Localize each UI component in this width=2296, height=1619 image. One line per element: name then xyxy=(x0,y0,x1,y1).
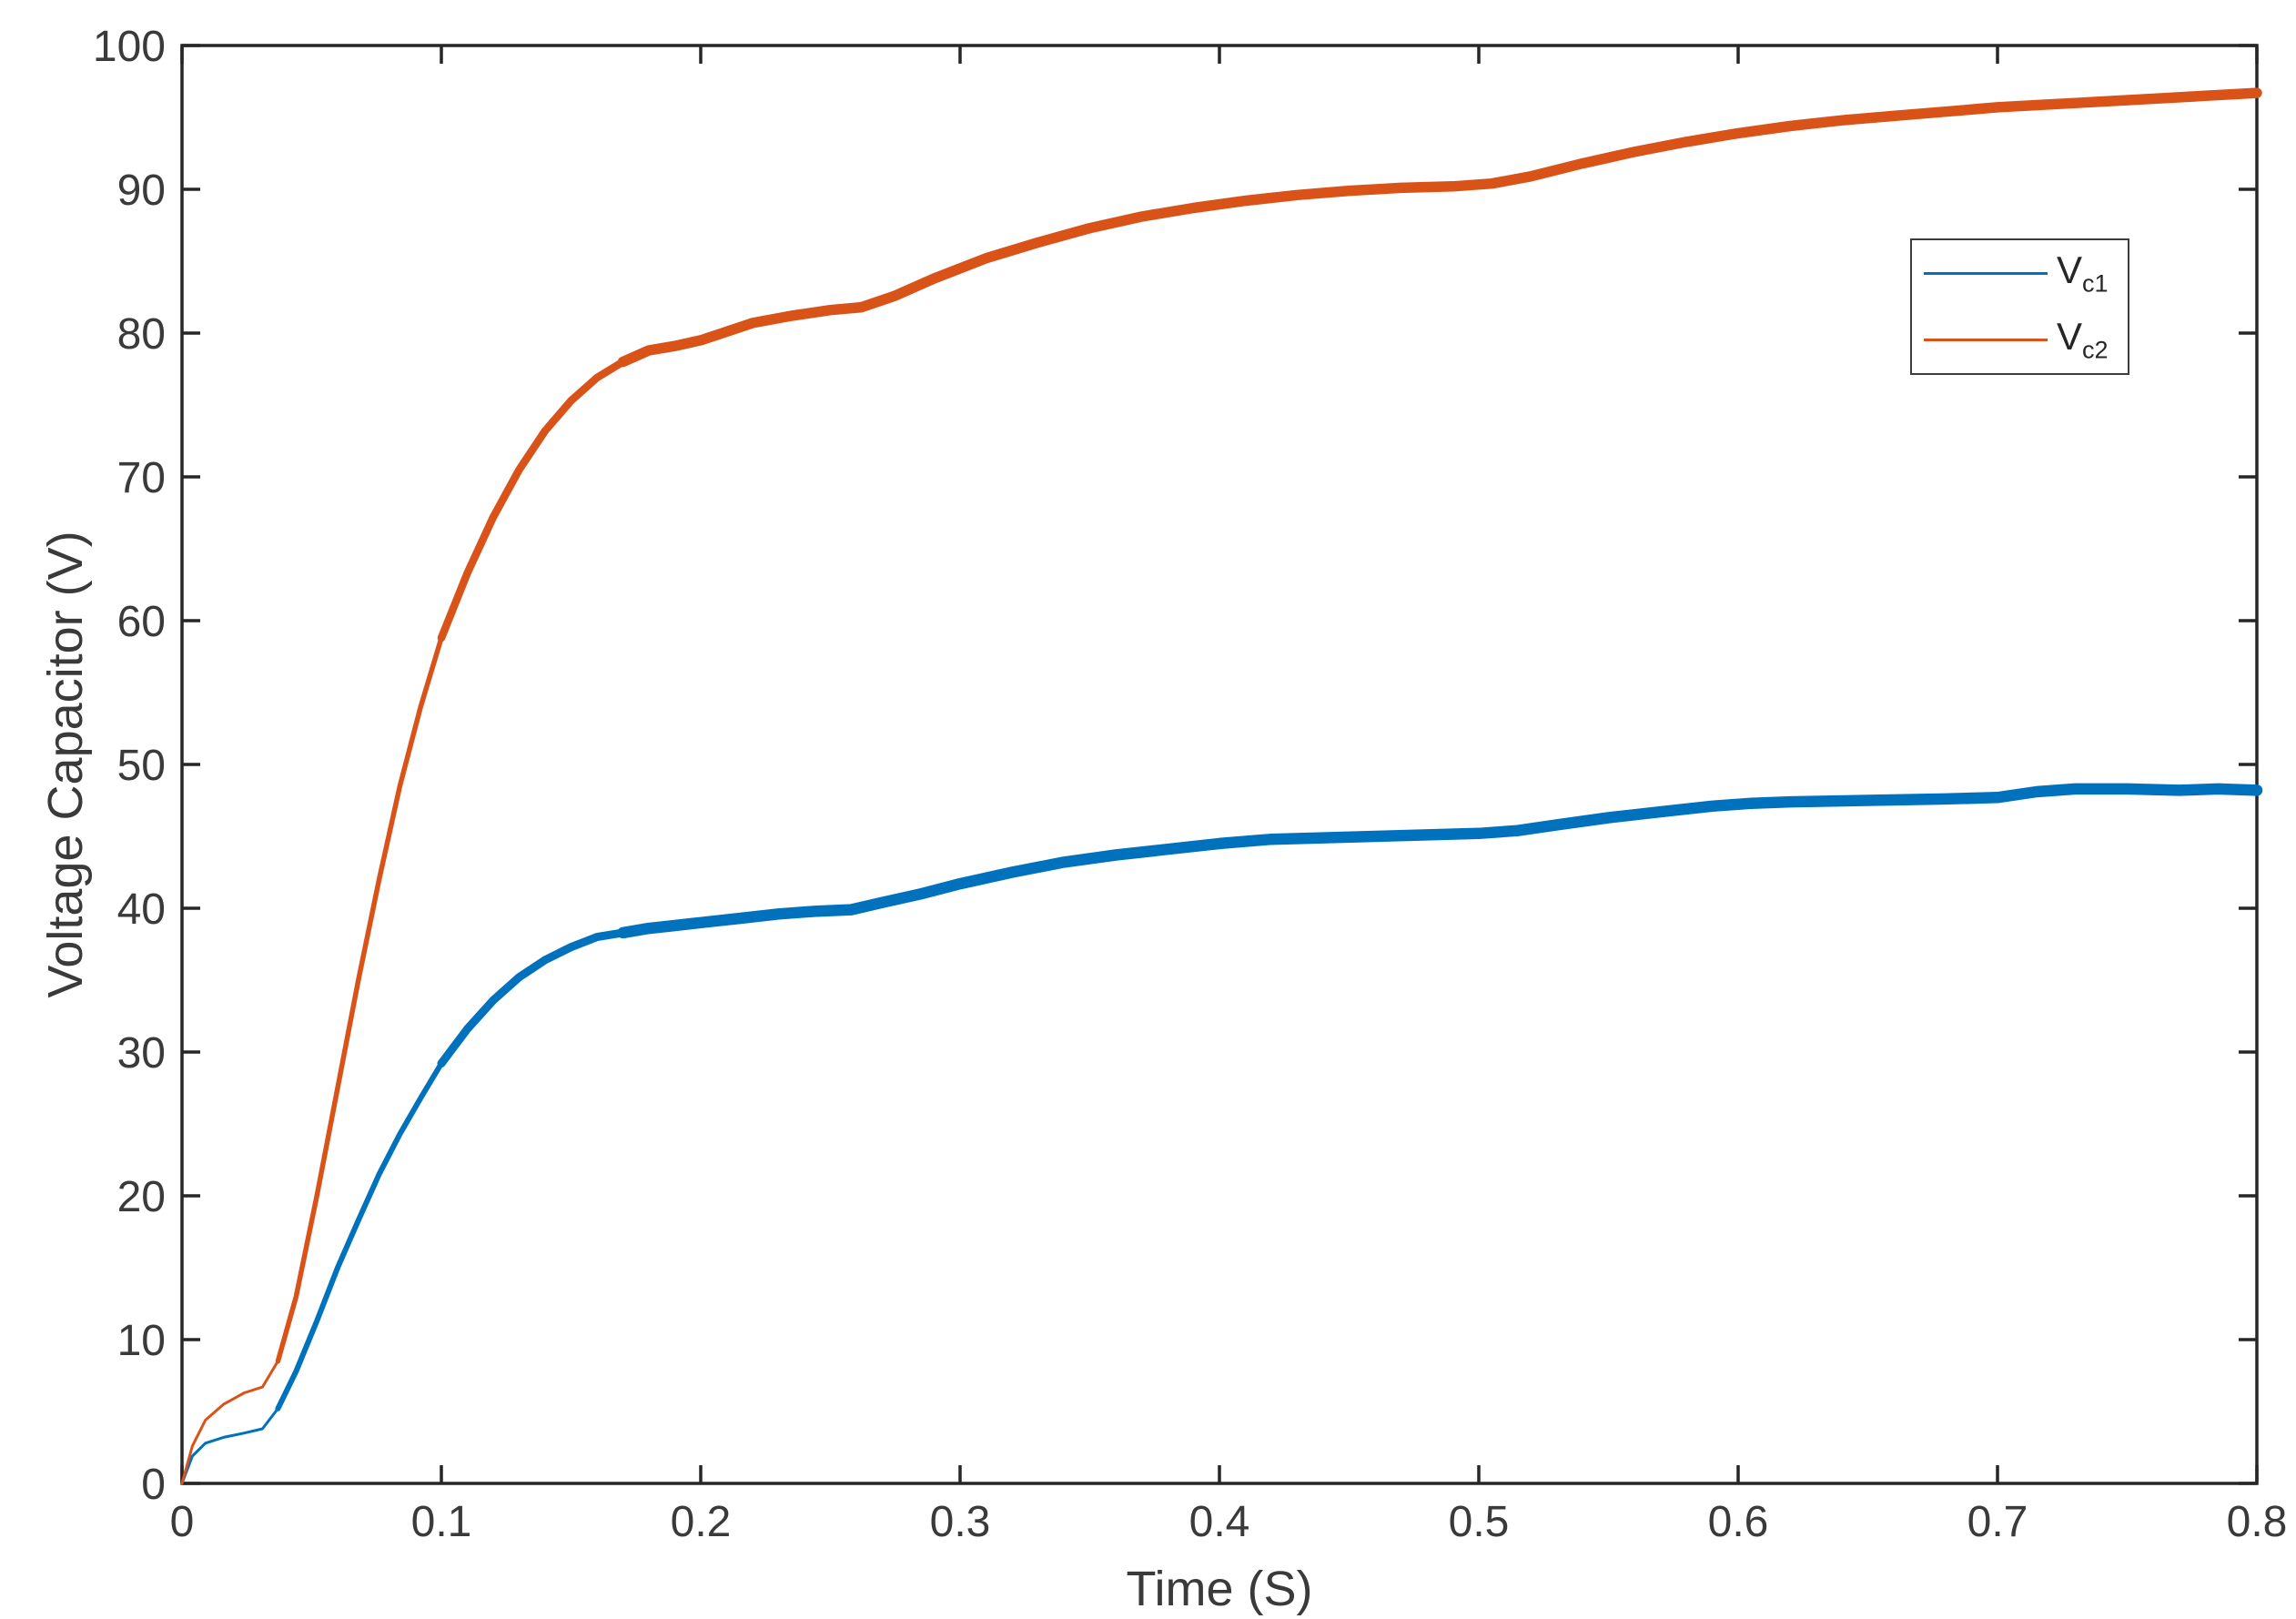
legend-item-vc1: Vc1 xyxy=(1912,240,2128,307)
series-vc1-path xyxy=(275,1060,444,1412)
series-vc2-path xyxy=(275,635,444,1364)
y-axis-label: Voltage Capacitor (V) xyxy=(38,531,93,998)
series-vc1-path xyxy=(617,783,2263,939)
series-vc1-path xyxy=(437,928,627,1068)
y-tick-label: 40 xyxy=(117,885,166,934)
y-tick-label: 30 xyxy=(117,1029,166,1078)
legend-line-vc2 xyxy=(1924,339,2048,341)
x-tick-label: 0.1 xyxy=(411,1498,472,1546)
y-tick-label: 90 xyxy=(117,167,166,215)
x-tick-label: 0.6 xyxy=(1708,1498,1769,1546)
series-vc2-path xyxy=(437,358,627,643)
y-tick-label: 80 xyxy=(117,310,166,359)
x-tick-label: 0.2 xyxy=(671,1498,732,1546)
x-tick-label: 0 xyxy=(170,1498,195,1546)
x-tick-label: 0.4 xyxy=(1189,1498,1250,1546)
y-tick-label: 50 xyxy=(117,742,166,790)
y-tick-label: 70 xyxy=(117,454,166,502)
series-vc2-path xyxy=(617,87,2262,368)
x-tick-label: 0.5 xyxy=(1449,1498,1510,1546)
y-tick-label: 20 xyxy=(117,1173,166,1221)
x-tick-label: 0.8 xyxy=(2227,1498,2288,1546)
y-tick-label: 100 xyxy=(93,23,166,71)
legend-line-vc1 xyxy=(1924,272,2048,275)
series-vc2-path xyxy=(180,1360,279,1485)
series-vc1-path xyxy=(180,1407,279,1485)
x-tick-label: 0.7 xyxy=(1967,1498,2028,1546)
legend: Vc1 Vc2 xyxy=(1910,238,2129,375)
legend-label-vc1: Vc1 xyxy=(2057,248,2109,298)
legend-item-vc2: Vc2 xyxy=(1912,307,2128,373)
y-tick-label: 10 xyxy=(117,1317,166,1365)
x-axis-label: Time (S) xyxy=(1126,1562,1313,1616)
legend-label-vc2: Vc2 xyxy=(2057,314,2109,364)
y-tick-label: 60 xyxy=(117,598,166,646)
x-tick-label: 0.3 xyxy=(930,1498,991,1546)
y-tick-label: 0 xyxy=(141,1461,166,1509)
